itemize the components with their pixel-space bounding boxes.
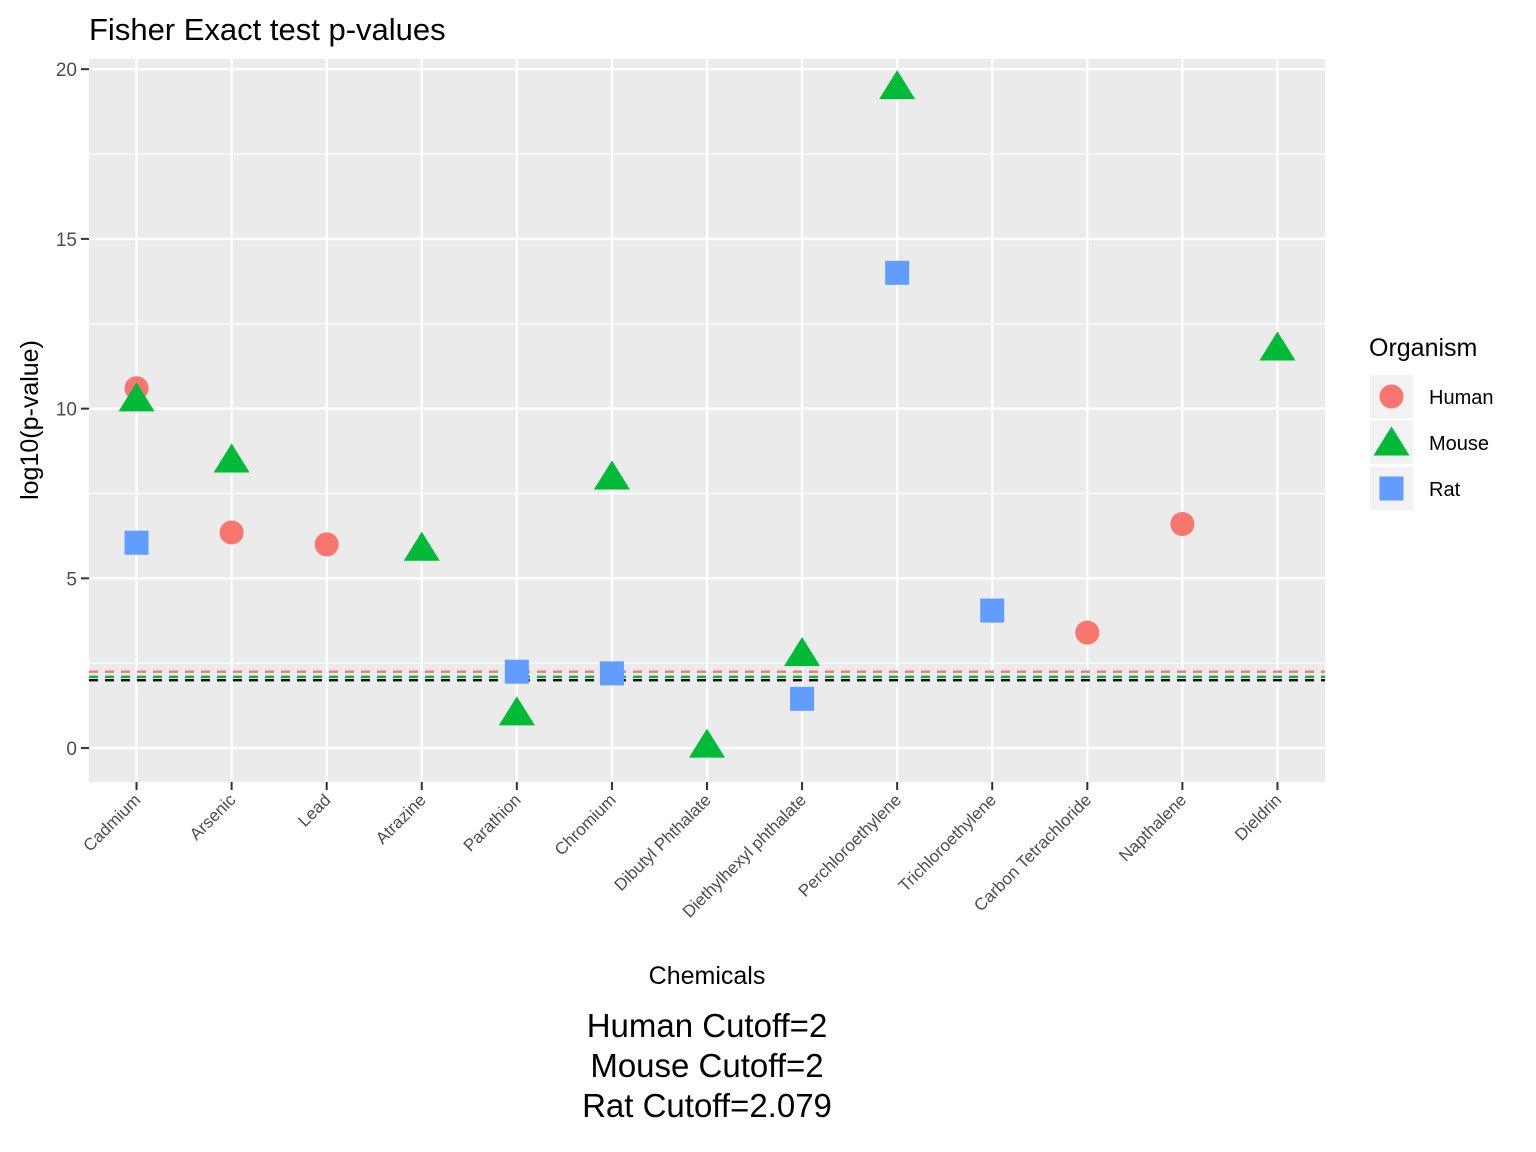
legend-key-rat — [1379, 476, 1404, 501]
point-mouse — [593, 460, 630, 490]
cutoff-lines — [89, 670, 1325, 682]
y-tick-label: 20 — [56, 60, 77, 81]
y-tick-label: 5 — [66, 569, 77, 590]
point-rat — [599, 661, 624, 686]
legend-label-mouse: Mouse — [1429, 433, 1489, 455]
x-axis-title: Chemicals — [649, 962, 766, 990]
x-tick-label: Cadmium — [79, 790, 144, 855]
legend-label-human: Human — [1429, 387, 1493, 409]
legend-key-mouse — [1373, 426, 1410, 456]
point-human — [1075, 620, 1100, 645]
point-mouse — [498, 696, 535, 726]
x-tick-label: Lead — [294, 790, 334, 830]
y-tick-label: 10 — [56, 400, 77, 421]
point-rat — [124, 530, 149, 555]
legend-title: Organism — [1369, 334, 1477, 362]
caption-mouse-cutoff: Mouse Cutoff=2 — [590, 1047, 823, 1084]
caption-rat-cutoff: Rat Cutoff=2.079 — [582, 1087, 832, 1124]
point-human — [1170, 512, 1195, 537]
data-points — [118, 70, 1296, 758]
x-tick-label: Arsenic — [186, 790, 240, 844]
x-tick-label: Perchloroethylene — [795, 790, 905, 900]
x-tick-label: Chromium — [551, 790, 620, 859]
y-tick-label: 15 — [56, 230, 77, 251]
y-tick-label: 0 — [66, 739, 77, 760]
point-mouse — [1259, 331, 1296, 361]
legend: Organism Human Mouse Rat — [1369, 334, 1493, 510]
major-gridlines — [89, 59, 1325, 782]
point-rat — [790, 686, 815, 711]
y-axis-title: log10(p-value) — [16, 340, 44, 500]
legend-label-rat: Rat — [1429, 479, 1461, 501]
x-tick-label: Trichloroethylene — [895, 790, 1000, 895]
y-axis: 0 5 10 15 20 — [56, 60, 89, 760]
point-mouse — [213, 443, 250, 473]
point-mouse — [118, 382, 155, 412]
point-mouse — [403, 531, 440, 561]
chart-title: Fisher Exact test p-values — [89, 12, 446, 47]
point-human — [219, 520, 244, 545]
caption-human-cutoff: Human Cutoff=2 — [587, 1007, 828, 1044]
point-rat — [885, 260, 910, 285]
point-mouse — [784, 637, 821, 667]
point-rat — [504, 659, 529, 684]
caption: Human Cutoff=2 Mouse Cutoff=2 Rat Cutoff… — [582, 1007, 832, 1124]
x-tick-label: Dibutyl Phthalate — [611, 790, 715, 894]
point-mouse — [879, 70, 916, 100]
x-tick-label: Napthalene — [1115, 790, 1190, 865]
x-tick-label: Atrazine — [372, 790, 430, 848]
point-mouse — [689, 728, 725, 758]
x-axis: Cadmium Arsenic Lead Atrazine Parathion Chrom… — [79, 782, 1285, 921]
point-human — [314, 532, 339, 557]
x-tick-label: Dieldrin — [1231, 790, 1285, 844]
legend-key-human — [1379, 384, 1404, 409]
x-tick-label: Parathion — [460, 790, 525, 855]
point-rat — [980, 598, 1005, 623]
